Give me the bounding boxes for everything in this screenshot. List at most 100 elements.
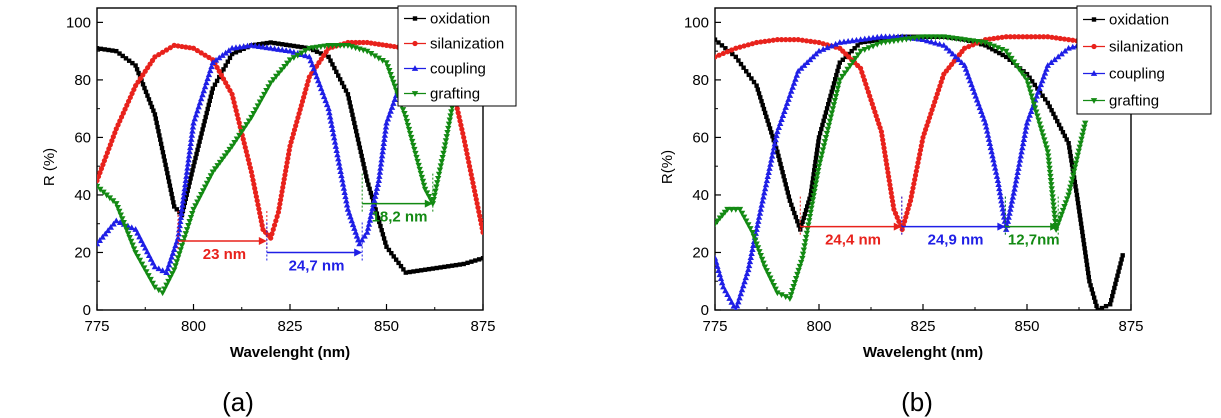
data-point [263,44,271,51]
data-point [787,292,795,298]
data-point [735,298,742,305]
data-point [757,252,764,259]
data-point [880,141,886,147]
data-point [928,111,934,117]
data-point [772,136,779,143]
data-point [761,264,769,271]
data-point [997,50,1002,56]
data-point [479,225,483,231]
data-point [1004,218,1012,224]
data-point [1058,50,1065,57]
data-point [165,261,173,268]
data-point [179,201,186,208]
data-point [175,43,181,49]
data-point [240,136,246,142]
data-point [1068,153,1073,159]
data-point [422,267,428,272]
data-point [192,159,197,165]
legend: oxidation silanization coupling grafting [1076,5,1212,115]
data-point [228,143,236,150]
data-point [97,183,101,190]
data-point [217,74,222,80]
data-point [267,80,274,87]
data-point [298,102,304,109]
data-point [212,82,218,87]
data-point [434,265,439,271]
data-point [877,125,883,131]
data-point [1024,81,1032,88]
data-point [305,78,311,84]
data-point [1027,108,1035,114]
data-point [770,37,776,43]
data-point [1042,141,1049,148]
data-point [258,95,266,102]
data-point [318,51,324,56]
data-point [372,189,380,195]
data-point [882,39,889,46]
data-point [1029,97,1036,104]
series-silanization [97,39,483,241]
data-point [172,242,179,249]
data-point [1010,189,1017,196]
data-point [915,34,923,41]
data-point [328,122,336,128]
data-point [1083,254,1089,259]
data-point [749,41,756,47]
data-point [468,171,474,178]
data-point [715,267,722,273]
data-point [190,119,197,126]
data-point [206,102,211,108]
data-point [819,147,827,154]
x-tick-label: 850 [374,318,399,335]
data-point [377,219,382,225]
data-point [832,40,839,47]
data-point [1079,225,1084,231]
data-point [815,143,821,148]
data-point [1012,177,1020,184]
data-point [339,80,345,86]
data-point [347,100,352,105]
data-point [303,86,309,92]
data-point [449,263,455,268]
data-point [221,67,226,72]
data-point [190,168,195,173]
data-point [348,104,353,109]
data-point [355,137,361,142]
data-point [268,235,274,241]
data-point [746,72,751,78]
data-point [1011,185,1018,192]
data-point [160,150,166,155]
data-point [212,166,219,173]
data-point [820,41,826,47]
data-point [813,159,818,165]
data-point [991,35,997,42]
data-point [98,166,105,172]
data-point [929,107,935,113]
data-point [340,184,348,191]
data-point [440,150,447,157]
data-point [472,192,479,198]
data-point [416,166,423,173]
data-point [276,41,281,46]
data-point [913,168,919,174]
data-point [1039,133,1047,140]
data-point [134,253,141,260]
data-point [391,83,398,90]
data-point [1081,242,1087,247]
data-point [1060,129,1066,135]
data-point [770,144,778,151]
data-point [172,263,179,270]
data-point [363,170,368,175]
data-point [987,144,994,151]
data-point [883,157,889,163]
data-point [1073,156,1081,163]
data-point [1114,277,1119,282]
data-point [414,158,421,165]
data-point [761,106,767,112]
data-point [1007,34,1013,40]
data-point [114,48,119,54]
data-point [716,215,724,222]
data-point [219,156,226,163]
data-point [878,33,885,40]
data-point [171,246,178,252]
